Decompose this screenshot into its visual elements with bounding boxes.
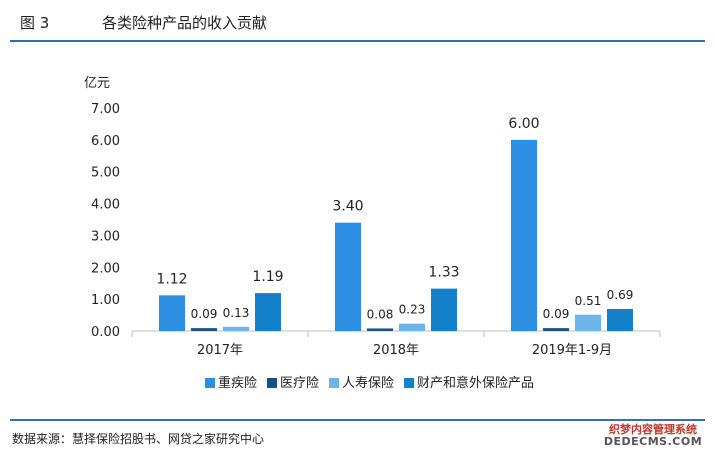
bar xyxy=(543,328,569,331)
bar xyxy=(191,328,217,331)
bar xyxy=(335,222,361,331)
figure-title: 各类险种产品的收入贡献 xyxy=(102,14,268,32)
data-label: 0.09 xyxy=(191,307,218,321)
data-label: 6.00 xyxy=(508,116,539,132)
legend-swatch xyxy=(329,378,340,388)
x-tick-label: 2019年1-9月 xyxy=(532,343,612,358)
y-tick-label: 1.00 xyxy=(91,293,120,308)
data-label: 0.51 xyxy=(575,294,602,308)
y-tick-label: 7.00 xyxy=(91,102,120,117)
y-tick-label: 3.00 xyxy=(91,229,120,244)
y-tick-label: 5.00 xyxy=(91,166,120,181)
bar xyxy=(399,323,425,331)
bar xyxy=(511,139,537,331)
data-label: 1.33 xyxy=(428,265,459,281)
footer-divider xyxy=(10,419,705,421)
data-label: 1.12 xyxy=(156,271,187,287)
x-tick-label: 2018年 xyxy=(373,343,419,358)
watermark-line2: DEDECMS.COM xyxy=(603,435,703,449)
y-tick-label: 6.00 xyxy=(91,134,120,149)
bar xyxy=(607,309,633,331)
y-tick-label: 2.00 xyxy=(91,261,120,276)
bar xyxy=(159,295,185,331)
legend-label: 财产和意外保险产品 xyxy=(417,375,534,391)
legend-swatch xyxy=(205,378,215,388)
y-tick-label: 4.00 xyxy=(91,198,120,213)
data-label: 0.09 xyxy=(543,307,570,321)
bar xyxy=(367,328,393,331)
legend-label: 重疾险 xyxy=(218,375,257,391)
x-tick-label: 2017年 xyxy=(197,343,243,358)
legend-label: 医疗险 xyxy=(280,376,319,391)
y-axis-label: 亿元 xyxy=(84,76,110,91)
legend-swatch xyxy=(404,378,415,388)
legend-label: 人寿保险 xyxy=(342,376,394,391)
data-label: 0.13 xyxy=(223,306,250,320)
watermark-logo: 织梦内容管理系统 DEDECMS.COM xyxy=(601,423,705,449)
bar xyxy=(575,314,601,331)
bar xyxy=(223,326,249,331)
data-label: 1.19 xyxy=(252,269,283,285)
bar xyxy=(255,293,281,331)
bar xyxy=(431,288,457,331)
watermark-line1: 织梦内容管理系统 xyxy=(609,423,697,436)
data-source: 数据来源：慧择保险招股书、网贷之家研究中心 xyxy=(12,432,265,446)
data-label: 0.23 xyxy=(399,303,426,317)
data-label: 3.40 xyxy=(332,199,363,215)
figure-header: 图 3 各类险种产品的收入贡献 xyxy=(10,4,705,42)
y-tick-label: 0.00 xyxy=(91,325,120,340)
legend-swatch xyxy=(267,378,278,388)
data-label: 0.69 xyxy=(607,288,634,302)
data-label: 0.08 xyxy=(367,307,394,321)
figure-number: 图 3 xyxy=(20,14,50,32)
